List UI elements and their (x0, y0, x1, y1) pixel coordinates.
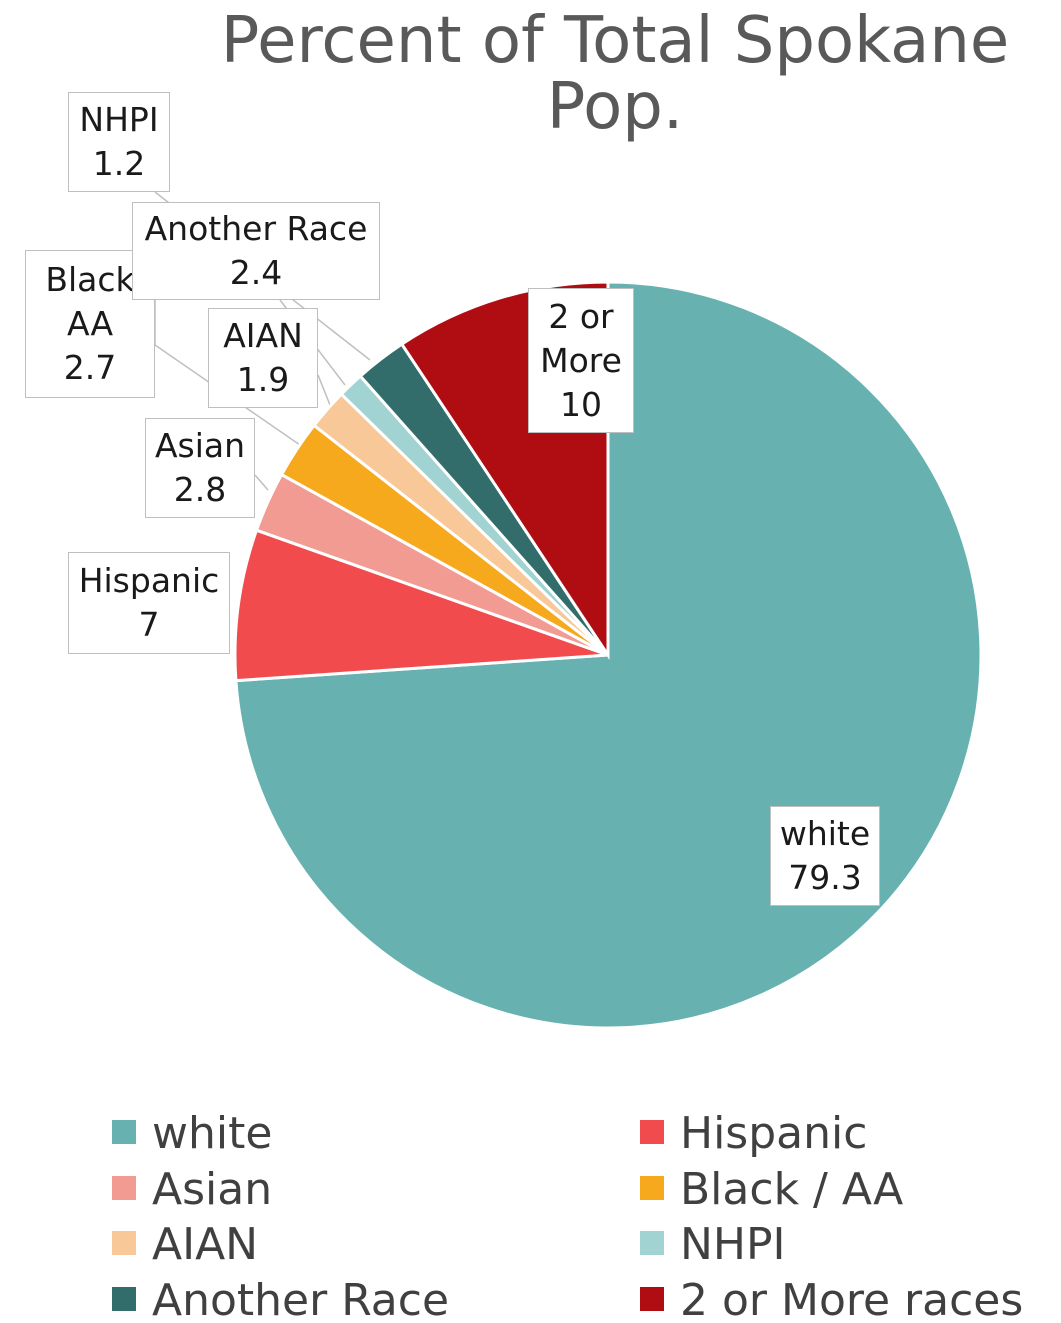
legend-swatch (640, 1175, 664, 1200)
chart-title: Percent of Total Spokane Pop. (220, 4, 1010, 144)
data-label-value: 1.2 (92, 144, 146, 183)
data-label-value: 2.7 (63, 348, 117, 387)
data-label-value: 2.8 (173, 470, 227, 509)
legend-item: Black / AA (640, 1164, 903, 1215)
data-label: Another Race 2.4 (132, 202, 380, 300)
legend-swatch (112, 1120, 136, 1144)
data-label: 2 or More 10 (528, 288, 634, 433)
legend-swatch (640, 1120, 664, 1144)
data-label-name: 2 or More (540, 296, 622, 380)
data-label-name: Asian (154, 426, 246, 465)
legend-swatch (640, 1231, 664, 1256)
legend-label: NHPI (680, 1219, 786, 1271)
legend-item: Hispanic (640, 1108, 867, 1159)
data-label-value: 10 (560, 384, 602, 424)
legend-label: white (152, 1108, 273, 1159)
legend-item: 2 or More races (640, 1275, 1023, 1323)
legend-label: Another Race (152, 1275, 450, 1323)
data-label-value: 79.3 (788, 858, 862, 897)
data-label-name: Another Race (144, 209, 368, 248)
legend-label: 2 or More races (680, 1275, 1024, 1323)
legend-label: Hispanic (680, 1108, 868, 1159)
legend-label: Black / AA (680, 1163, 904, 1215)
data-label: NHPI 1.2 (68, 92, 170, 192)
data-label-value: 1.9 (236, 360, 290, 399)
data-label: AIAN 1.9 (208, 308, 318, 408)
legend-swatch (112, 1287, 136, 1312)
leader-line (254, 474, 269, 491)
data-label: Hispanic 7 (68, 552, 230, 654)
data-label-name: Hispanic (78, 561, 220, 600)
data-label-name: white (779, 814, 871, 853)
legend-item: AIAN (112, 1219, 258, 1270)
data-label-name: NHPI (79, 100, 159, 139)
pie-slice (233, 528, 609, 683)
data-label-value: 7 (138, 605, 160, 644)
legend-item: white (112, 1108, 272, 1159)
legend-item: NHPI (640, 1219, 786, 1270)
data-label-name: AIAN (223, 316, 303, 355)
legend-swatch (112, 1231, 136, 1256)
data-label: white 79.3 (770, 806, 880, 906)
data-label: Asian 2.8 (145, 418, 255, 518)
legend-item: Another Race (112, 1275, 449, 1323)
leader-line (154, 300, 301, 446)
legend-label: AIAN (152, 1219, 259, 1271)
legend-label: Asian (152, 1163, 273, 1215)
legend-swatch (112, 1175, 136, 1200)
data-label-value: 2.4 (229, 253, 283, 292)
data-label-name: Black AA (45, 260, 135, 343)
legend-item: Asian (112, 1164, 272, 1215)
leader-line (317, 374, 331, 406)
legend-swatch (640, 1287, 664, 1312)
